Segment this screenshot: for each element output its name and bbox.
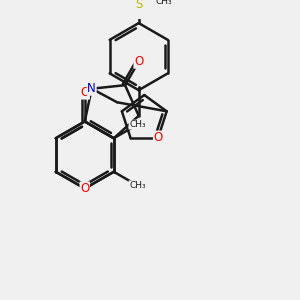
Text: S: S — [135, 0, 142, 11]
Text: O: O — [80, 86, 89, 99]
Text: CH₃: CH₃ — [129, 181, 146, 190]
Text: CH₃: CH₃ — [156, 0, 172, 6]
Text: O: O — [134, 55, 143, 68]
Text: N: N — [87, 82, 96, 95]
Text: O: O — [154, 131, 163, 144]
Text: CH₃: CH₃ — [129, 120, 146, 129]
Text: O: O — [80, 182, 89, 195]
